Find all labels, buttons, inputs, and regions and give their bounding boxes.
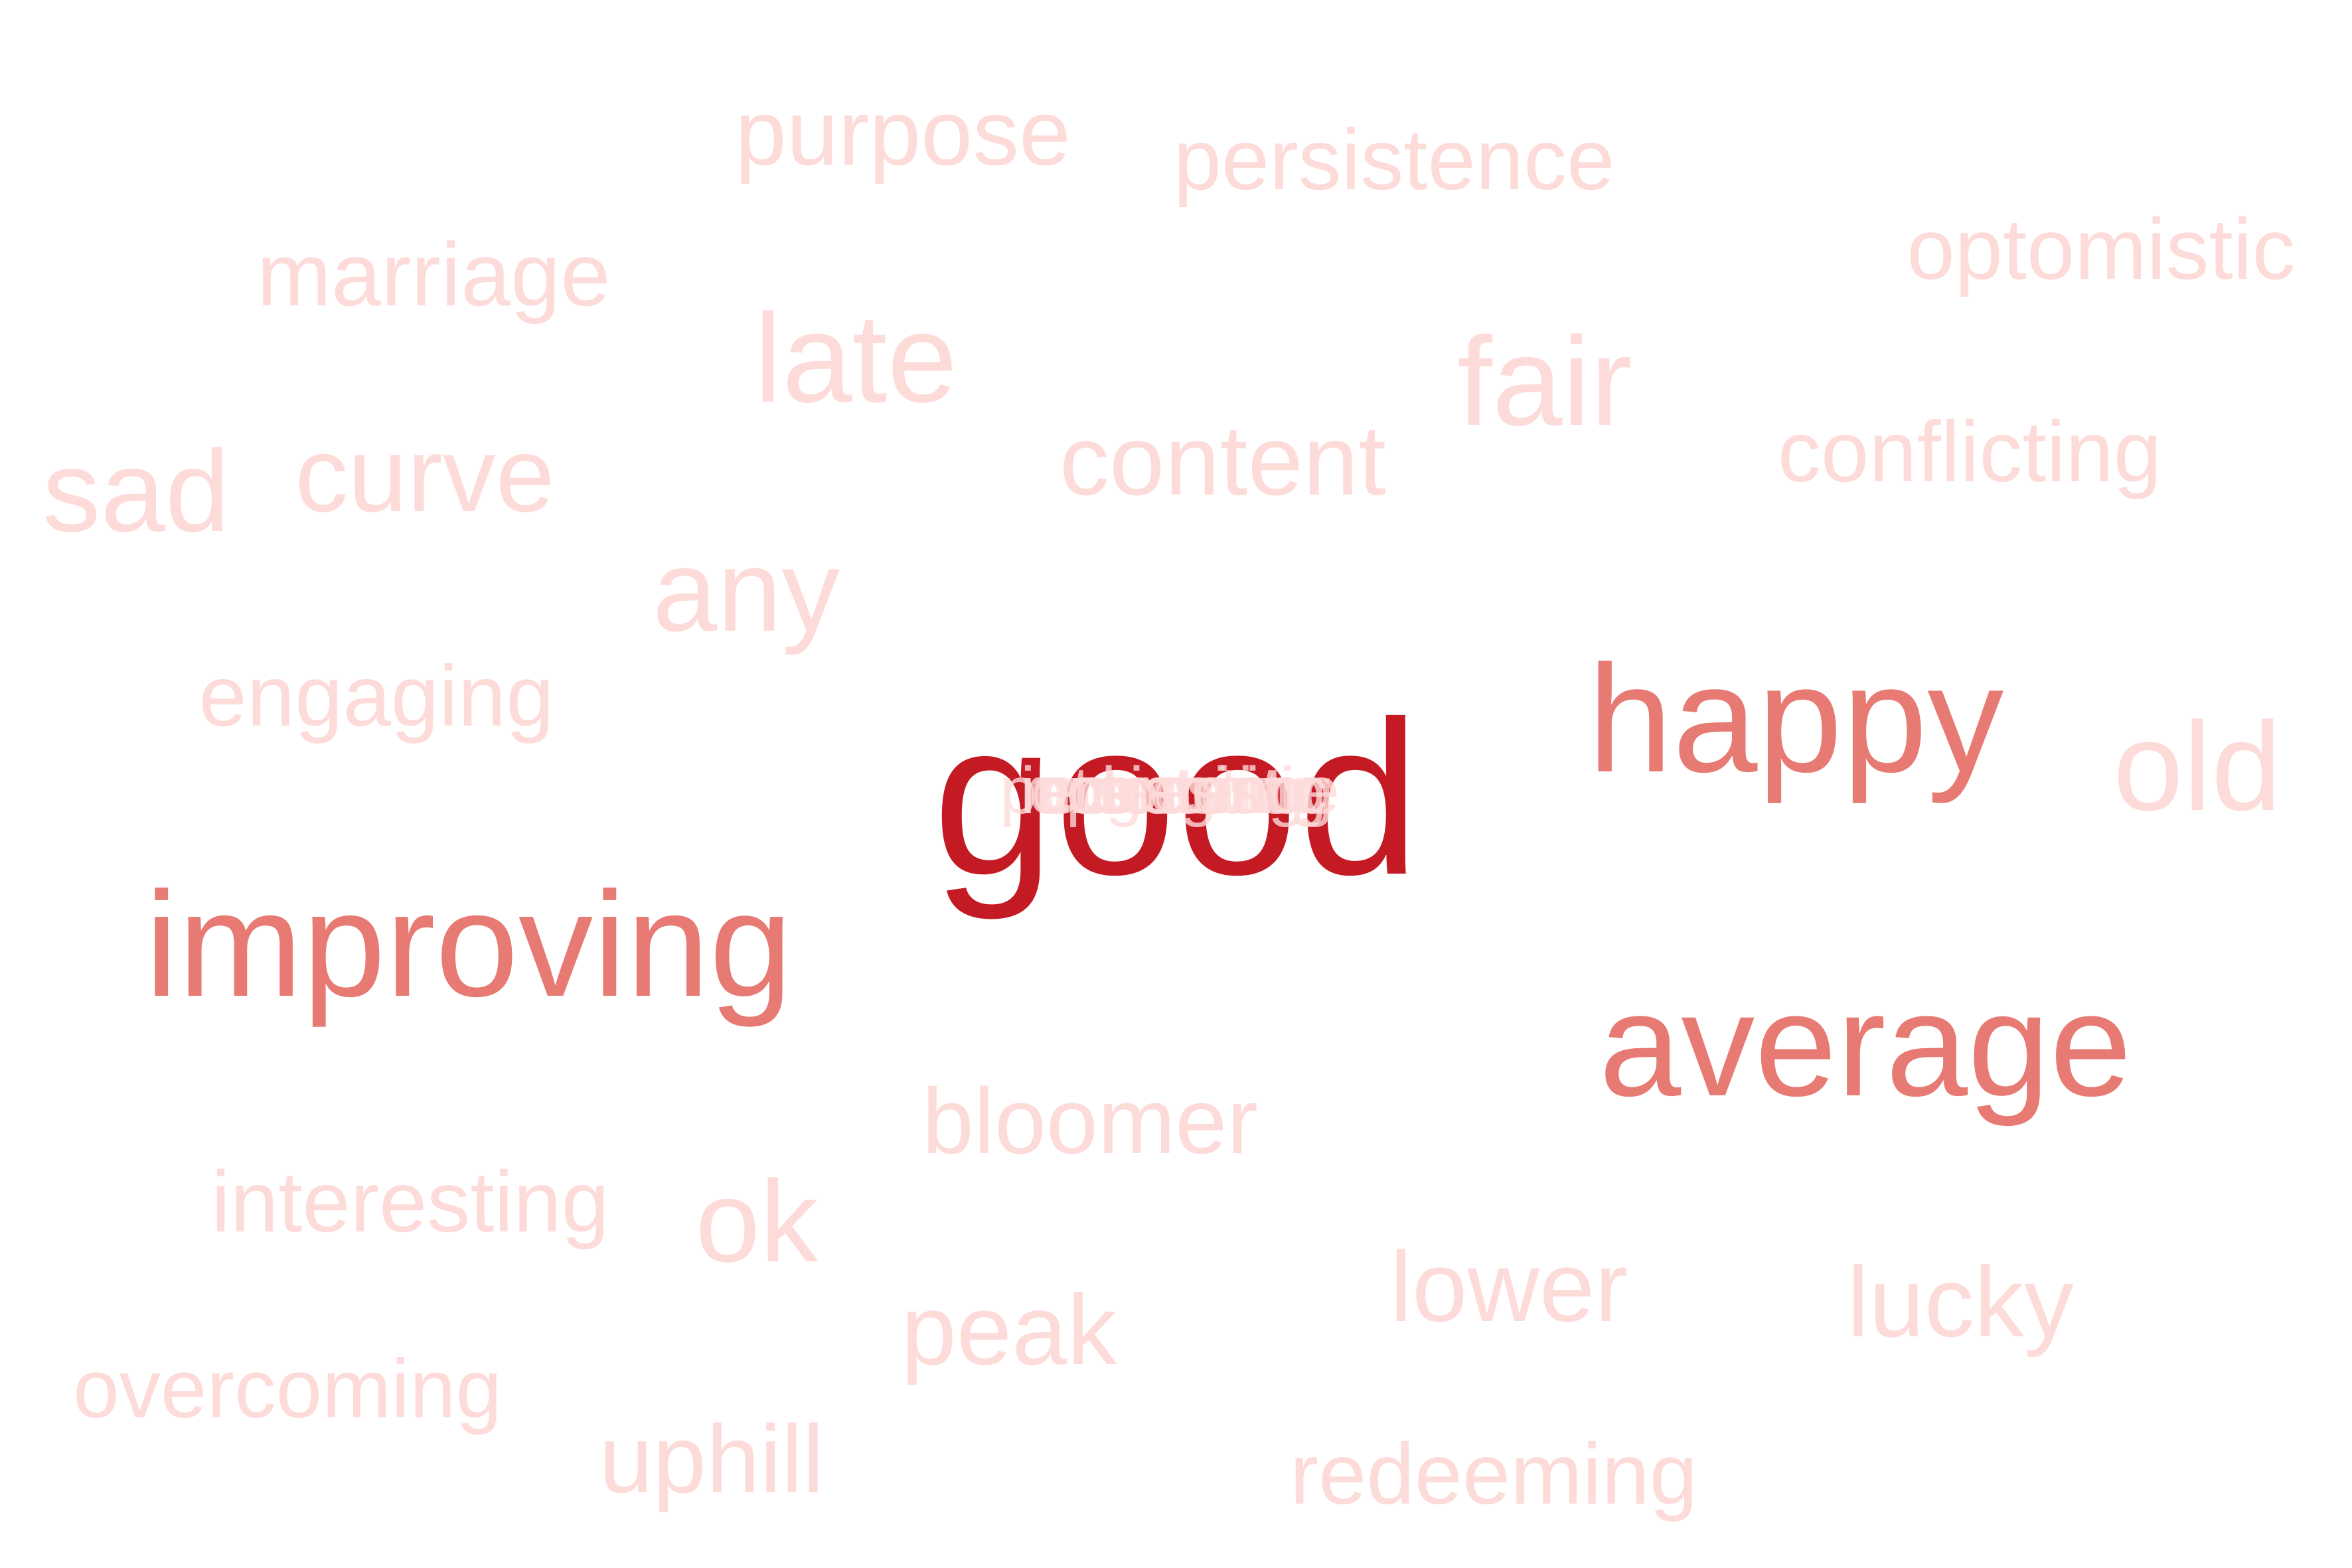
cloud-word: old xyxy=(2113,696,2282,837)
overlapping-word-cluster: persistence optomistic content interesti… xyxy=(1000,753,1339,828)
cloud-word: sad xyxy=(42,427,230,556)
cloud-word: happy xyxy=(1588,633,2004,804)
cluster-word: optomistic xyxy=(1029,753,1328,828)
cloud-word: purpose xyxy=(735,80,1071,185)
cluster-word: persistence xyxy=(1000,753,1339,828)
cloud-word: overcoming xyxy=(73,1343,502,1435)
cloud-word: interesting xyxy=(211,1153,609,1250)
cloud-word: curve xyxy=(295,415,554,534)
cluster-word: engaging xyxy=(1032,753,1305,828)
cloud-word: fair xyxy=(1457,311,1632,452)
cloud-word: engaging xyxy=(199,647,554,744)
cloud-word: redeeming xyxy=(1290,1425,1697,1522)
cluster-word: content xyxy=(1066,753,1284,828)
cloud-word: late xyxy=(754,288,957,429)
cloud-word: average xyxy=(1599,963,2132,1127)
cloud-word: good xyxy=(933,675,1420,921)
cluster-word: interesting xyxy=(1020,753,1326,828)
cloud-word: any xyxy=(653,526,840,656)
cluster-word: redeeming xyxy=(1020,753,1334,828)
cloud-word: peak xyxy=(901,1274,1117,1385)
cloud-word: conflicting xyxy=(1778,403,2161,500)
cloud-word: uphill xyxy=(599,1405,824,1513)
cloud-word: bloomer xyxy=(922,1069,1258,1173)
cloud-word: lower xyxy=(1390,1231,1628,1342)
cloud-word: content xyxy=(1059,404,1386,516)
cloud-word: lucky xyxy=(1847,1246,2074,1358)
cloud-word: ok xyxy=(696,1157,819,1287)
cloud-word: optomistic xyxy=(1907,200,2295,297)
cloud-word: improving xyxy=(145,860,792,1028)
cloud-word: persistence xyxy=(1174,111,1615,208)
cloud-word: marriage xyxy=(257,224,611,325)
